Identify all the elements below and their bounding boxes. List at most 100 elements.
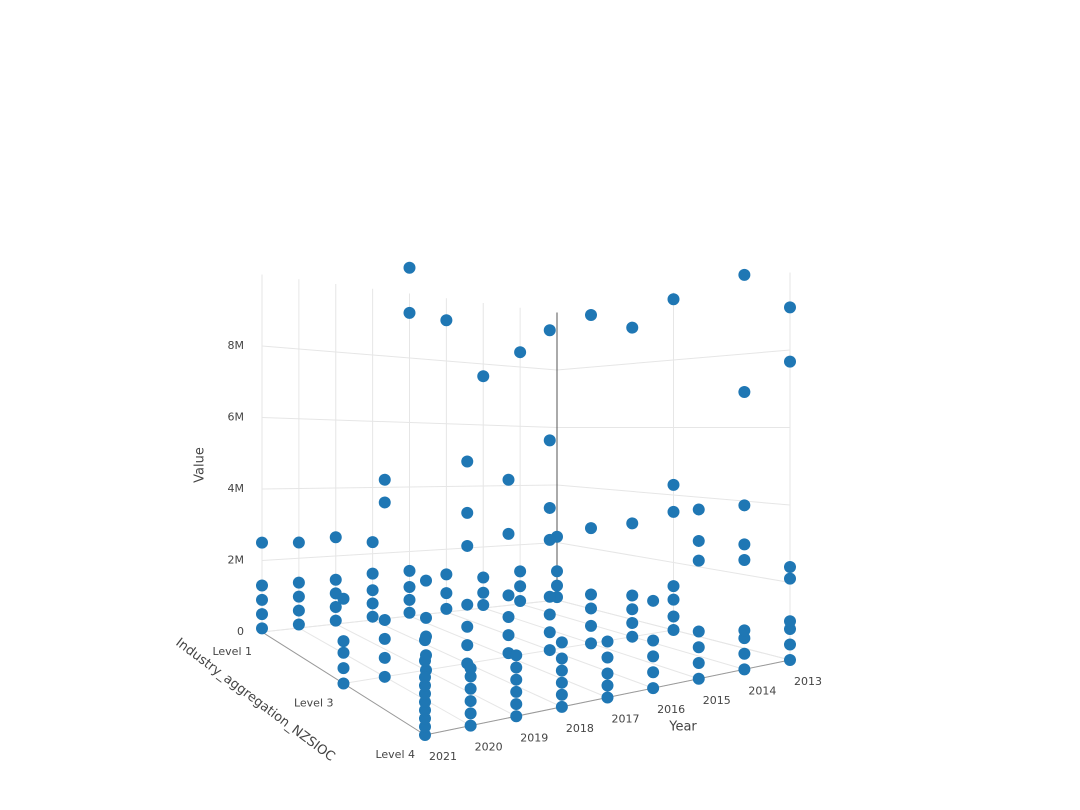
- data-point: [692, 672, 705, 685]
- data-point: [378, 613, 391, 626]
- data-point: [464, 707, 477, 720]
- z-tick-label: 6M: [228, 411, 245, 424]
- data-point: [784, 572, 796, 585]
- data-point: [738, 624, 751, 637]
- data-point: [337, 646, 350, 659]
- data-point: [626, 616, 639, 629]
- data-point: [440, 587, 453, 600]
- data-point: [378, 473, 391, 486]
- data-point: [461, 620, 474, 633]
- data-point: [292, 618, 305, 631]
- data-point: [510, 649, 523, 662]
- data-point: [292, 576, 305, 589]
- z-tick-label: 0: [237, 625, 244, 638]
- z-tick-label: 4M: [228, 482, 245, 495]
- data-point: [256, 608, 268, 621]
- data-point: [738, 386, 751, 399]
- data-point: [403, 306, 416, 319]
- data-point: [464, 719, 477, 732]
- data-point: [464, 695, 477, 708]
- data-point: [738, 554, 751, 566]
- data-point: [738, 538, 751, 551]
- data-point: [692, 503, 705, 516]
- data-point: [329, 601, 342, 613]
- data-point: [585, 522, 597, 535]
- data-point: [403, 606, 416, 619]
- data-point: [585, 308, 597, 321]
- data-point: [784, 301, 796, 314]
- data-point: [337, 635, 350, 648]
- data-point: [440, 568, 453, 581]
- data-point: [292, 604, 305, 617]
- data-point: [403, 564, 416, 577]
- x-tick-label: 2021: [429, 750, 457, 763]
- data-point: [366, 597, 379, 610]
- data-point: [378, 651, 391, 664]
- data-point: [543, 324, 556, 337]
- x-axis-title: Year: [668, 720, 697, 735]
- data-point: [543, 644, 556, 657]
- data-point: [784, 561, 796, 573]
- data-point: [256, 593, 268, 606]
- data-point: [419, 712, 431, 725]
- data-point: [551, 565, 563, 578]
- data-point: [784, 638, 796, 651]
- data-point: [510, 698, 523, 711]
- data-point: [692, 534, 705, 547]
- data-point: [403, 580, 416, 593]
- data-point: [514, 580, 527, 593]
- y-tick-label: Level 1: [212, 645, 252, 658]
- data-point: [626, 517, 639, 530]
- data-point: [420, 611, 432, 624]
- data-point: [419, 679, 431, 692]
- z-axis-title: Value: [193, 447, 208, 483]
- data-point: [502, 629, 515, 642]
- data-point: [543, 501, 556, 514]
- data-point: [585, 637, 597, 650]
- data-point: [461, 639, 474, 652]
- x-tick-label: 2014: [748, 684, 776, 697]
- data-point: [464, 662, 477, 675]
- data-point: [510, 710, 523, 723]
- data-point: [738, 663, 751, 676]
- data-point: [419, 696, 431, 708]
- data-point: [461, 506, 474, 519]
- data-point: [419, 687, 431, 700]
- data-point: [692, 625, 705, 638]
- data-point: [292, 590, 305, 603]
- data-point: [647, 666, 660, 679]
- data-point: [738, 499, 751, 512]
- data-point: [502, 527, 515, 540]
- data-point: [647, 634, 660, 647]
- data-point: [477, 370, 490, 383]
- data-point: [256, 622, 268, 635]
- data-point: [692, 657, 705, 669]
- data-point: [337, 677, 350, 690]
- data-point: [502, 589, 515, 602]
- data-point: [403, 261, 416, 274]
- data-point: [419, 654, 431, 667]
- z-tick-label: 8M: [228, 339, 245, 352]
- x-tick-label: 2020: [475, 741, 503, 754]
- data-point: [626, 589, 639, 602]
- data-point: [329, 531, 342, 544]
- data-point: [692, 641, 705, 654]
- data-point: [543, 626, 556, 639]
- data-point: [585, 619, 597, 632]
- data-point: [667, 593, 680, 606]
- data-point: [543, 608, 556, 621]
- data-point: [366, 536, 379, 549]
- data-point: [667, 624, 680, 636]
- data-point: [510, 673, 523, 686]
- data-point: [419, 720, 431, 733]
- x-tick-label: 2015: [703, 694, 731, 707]
- data-point: [256, 536, 268, 549]
- data-point: [502, 611, 515, 624]
- data-point: [514, 565, 527, 578]
- data-point: [738, 647, 751, 660]
- data-point: [461, 598, 474, 611]
- data-point: [510, 661, 523, 674]
- data-point: [647, 594, 660, 607]
